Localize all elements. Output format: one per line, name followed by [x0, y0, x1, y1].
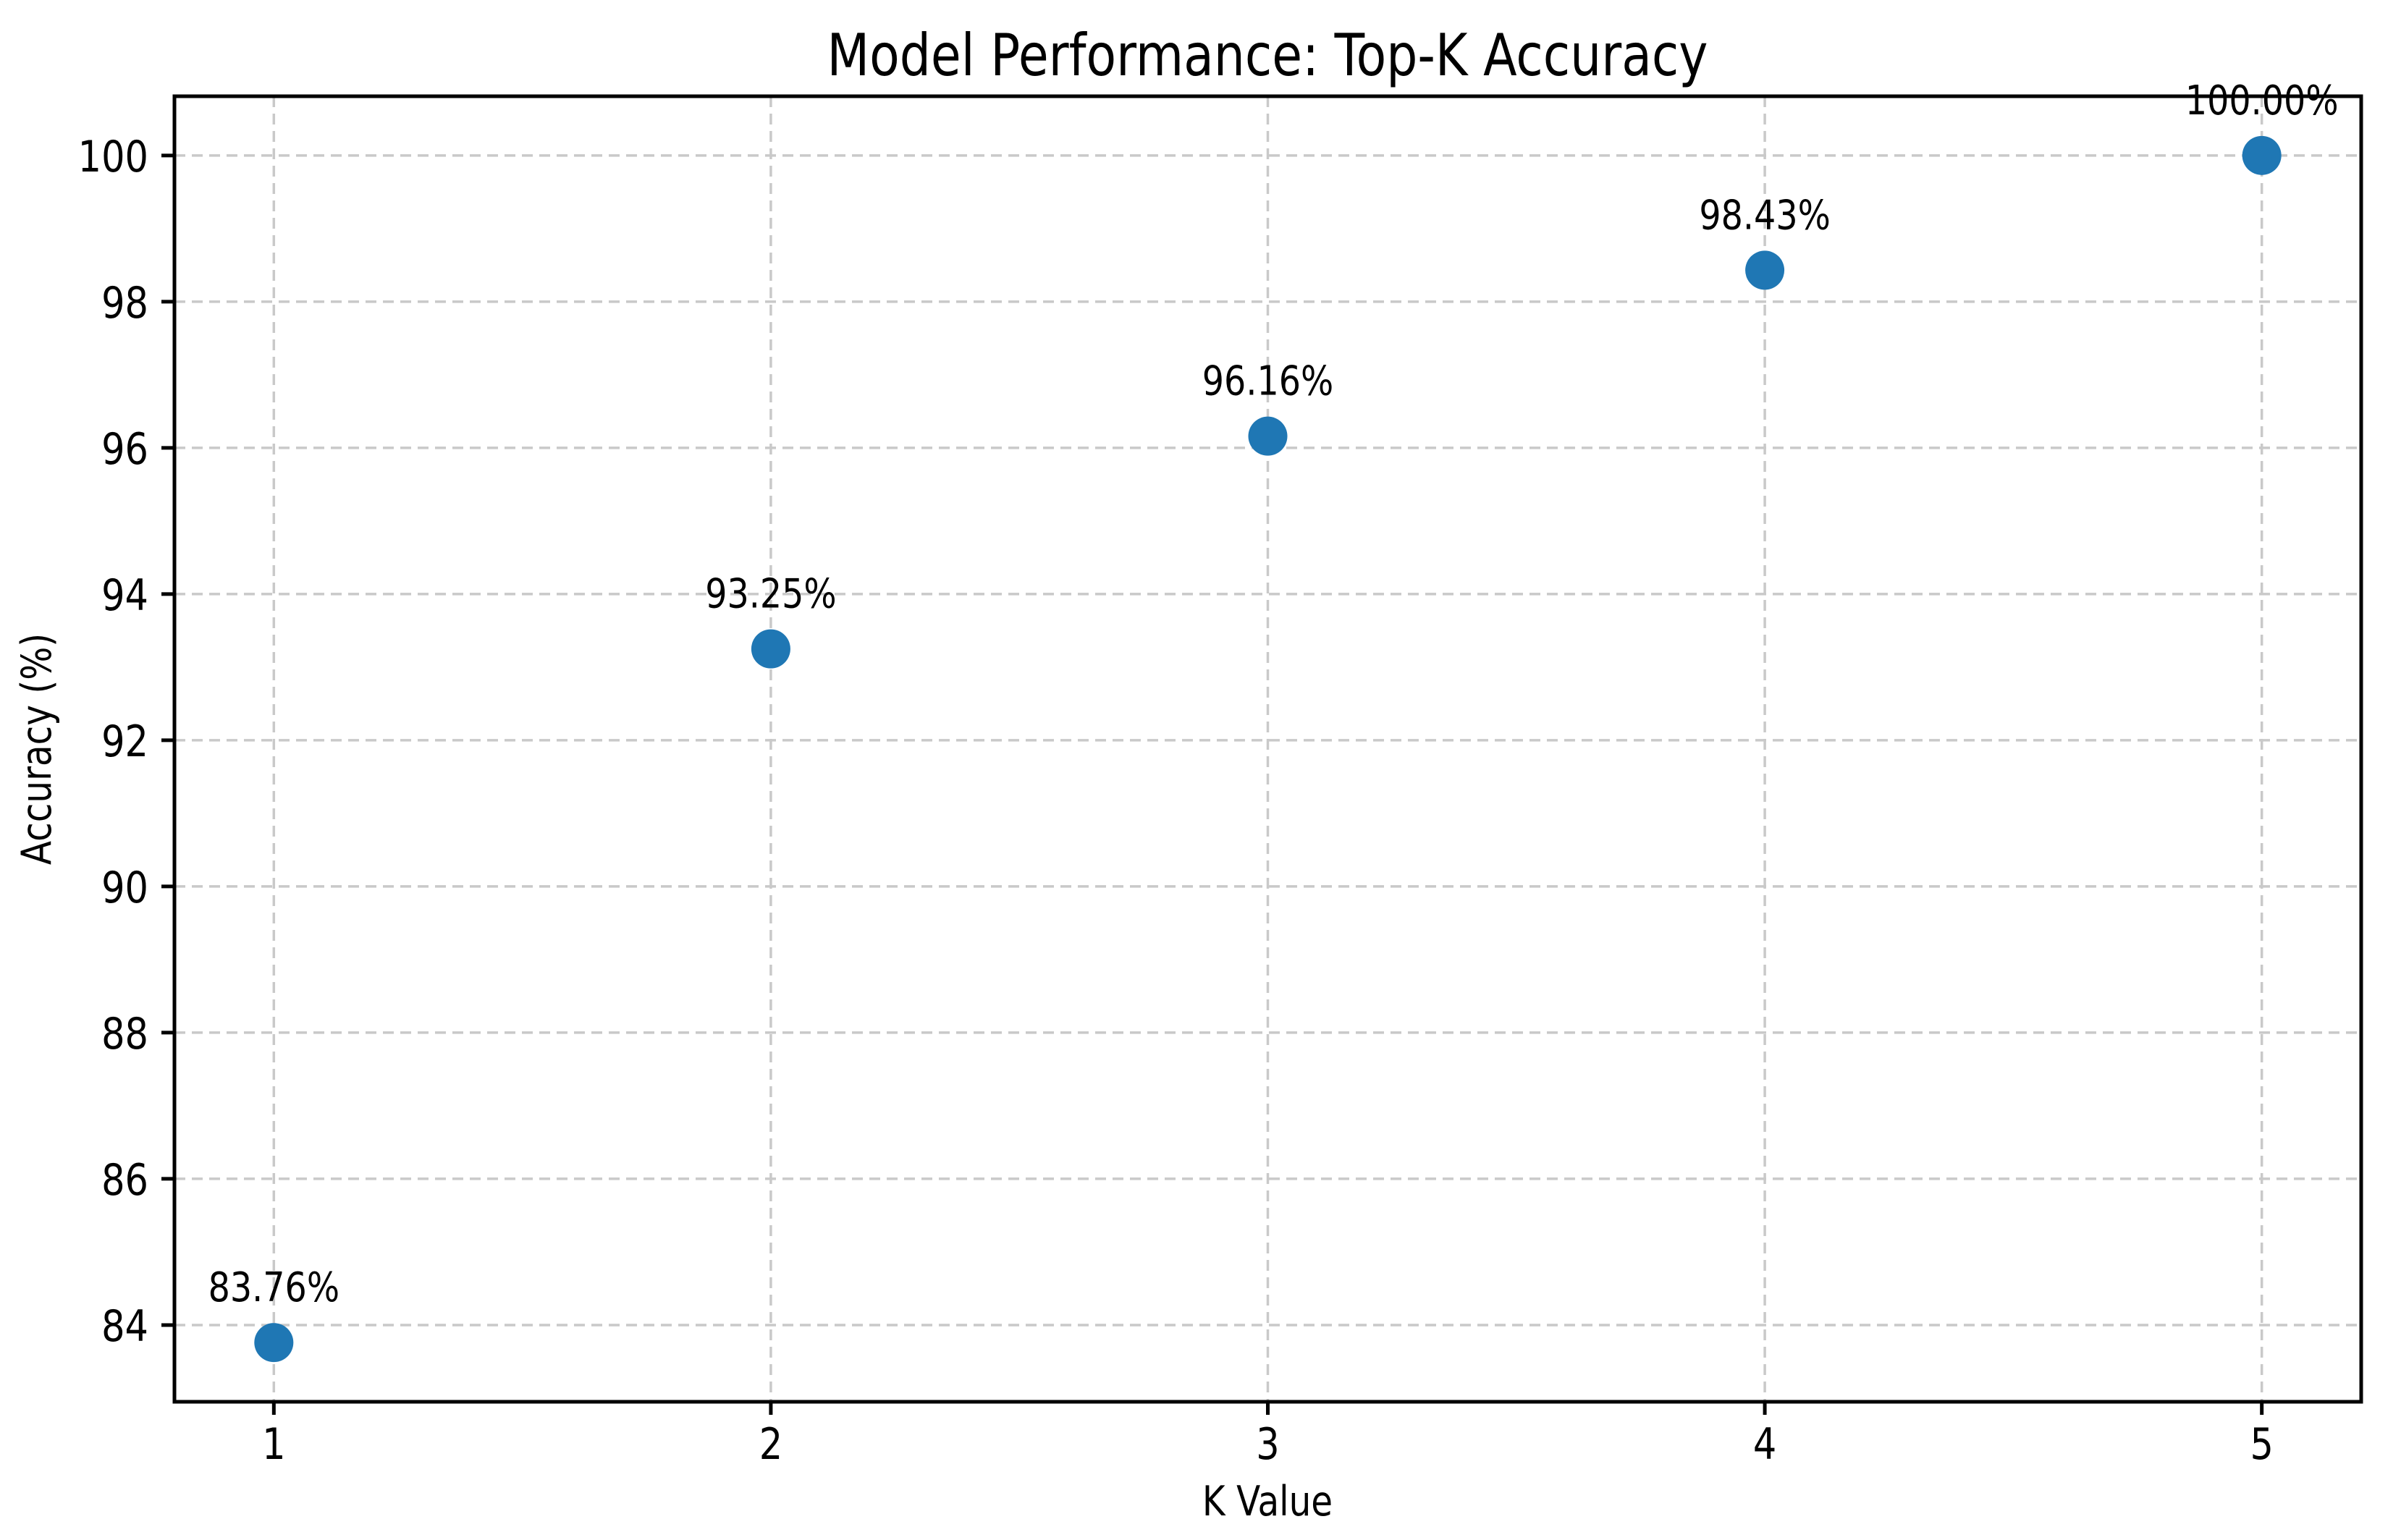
axis-ticks: 84 86 88 90 92 94 96 98 100 1 2 3 4 5	[78, 132, 2274, 1470]
x-tick-label: 3	[1256, 1419, 1279, 1470]
x-tick-label: 4	[1753, 1419, 1776, 1470]
y-tick-label: 84	[101, 1301, 148, 1352]
x-tick-label: 2	[759, 1419, 782, 1470]
y-tick-label: 86	[101, 1155, 148, 1206]
y-tick-label: 94	[101, 570, 148, 621]
point-value-label: 83.76%	[208, 1265, 339, 1312]
y-tick-label: 92	[101, 716, 148, 767]
chart-title: Model Performance: Top-K Accuracy	[827, 22, 1708, 90]
y-tick-label: 88	[101, 1009, 148, 1059]
point-annotations: 83.76% 93.25% 96.16% 98.43% 100.00%	[208, 77, 2339, 1311]
point-value-label: 98.43%	[1699, 192, 1830, 240]
y-tick-label: 98	[101, 278, 148, 329]
scatter-point	[1248, 416, 1288, 456]
point-value-label: 93.25%	[705, 571, 836, 618]
x-axis-label: K Value	[1202, 1478, 1333, 1526]
gridlines	[174, 96, 2361, 1402]
scatter-point	[751, 629, 790, 669]
point-value-label: 96.16%	[1202, 358, 1333, 405]
scatter-point	[254, 1323, 294, 1363]
y-axis-label: Accuracy (%)	[13, 633, 61, 865]
scatter-point	[1745, 250, 1785, 290]
x-tick-label: 1	[262, 1419, 285, 1470]
data-points	[254, 135, 2282, 1363]
y-tick-label: 100	[78, 132, 148, 182]
plot-border	[172, 94, 2363, 1404]
x-tick-label: 5	[2250, 1419, 2273, 1470]
scatter-point	[2242, 135, 2282, 175]
y-tick-label: 90	[101, 863, 148, 913]
axes-spines	[172, 94, 2363, 1404]
point-value-label: 100.00%	[2185, 77, 2339, 124]
y-tick-label: 96	[101, 424, 148, 475]
